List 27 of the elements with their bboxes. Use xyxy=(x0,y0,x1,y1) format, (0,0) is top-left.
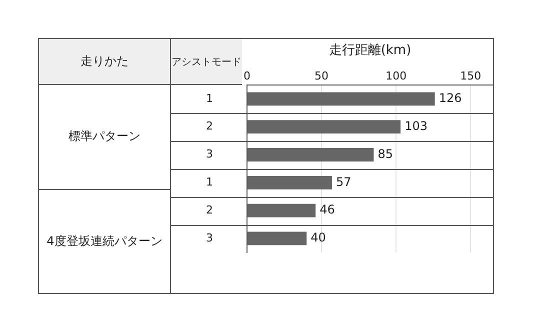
y-tick-label: 3 xyxy=(206,148,213,161)
bar xyxy=(248,92,435,106)
y-tick-label: 1 xyxy=(206,176,213,189)
data-label: 46 xyxy=(320,202,335,217)
x-tick-label: 50 xyxy=(314,69,329,82)
bar xyxy=(248,120,401,134)
bar xyxy=(248,176,332,190)
data-label: 85 xyxy=(378,146,394,161)
y-axis-title: アシストモード xyxy=(171,39,242,85)
y-tick-label: 3 xyxy=(206,231,213,244)
y-tick-label: 1 xyxy=(206,92,213,105)
x-tick-label: 150 xyxy=(460,69,482,82)
text: 標準パターン xyxy=(68,128,142,146)
data-label: 40 xyxy=(310,230,326,245)
x-tick-label: 0 xyxy=(244,69,250,82)
bar xyxy=(248,204,316,218)
bar xyxy=(248,232,307,246)
bar xyxy=(248,148,374,162)
data-label: 126 xyxy=(438,91,462,106)
text: 4度登坂連続パターン xyxy=(39,188,170,293)
x-axis-title: 走行距離(km) xyxy=(328,43,412,58)
x-tick-label: 100 xyxy=(386,69,407,82)
y-tick-label: 2 xyxy=(206,203,213,216)
text: 走りかた xyxy=(39,39,170,85)
y-tick-label: 2 xyxy=(206,120,213,133)
data-label: 103 xyxy=(404,118,428,133)
data-label: 57 xyxy=(336,174,352,189)
